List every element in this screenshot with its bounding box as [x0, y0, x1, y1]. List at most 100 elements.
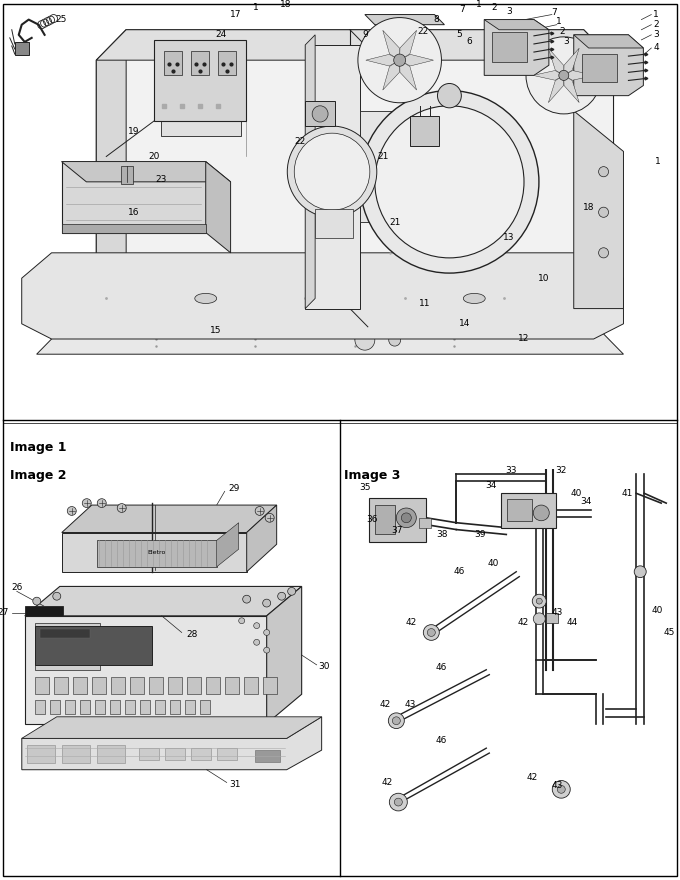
Polygon shape — [62, 532, 247, 572]
Bar — [218, 51, 235, 76]
Circle shape — [264, 629, 270, 635]
Circle shape — [264, 647, 270, 653]
Circle shape — [533, 612, 545, 625]
Bar — [420, 517, 431, 528]
Bar — [375, 505, 395, 534]
Polygon shape — [400, 60, 417, 90]
Bar — [80, 700, 90, 714]
Circle shape — [358, 18, 441, 103]
Circle shape — [526, 37, 602, 114]
Text: 40: 40 — [571, 488, 582, 498]
Bar — [546, 612, 558, 623]
Polygon shape — [574, 35, 643, 96]
Bar — [124, 700, 135, 714]
Text: 36: 36 — [367, 516, 378, 524]
Bar — [111, 677, 124, 694]
Bar — [164, 51, 182, 76]
Text: 21: 21 — [389, 218, 401, 227]
Ellipse shape — [194, 293, 217, 304]
Circle shape — [533, 505, 549, 521]
Circle shape — [424, 625, 439, 641]
Polygon shape — [15, 42, 29, 55]
Bar — [206, 677, 220, 694]
Circle shape — [559, 70, 568, 80]
Bar — [109, 700, 120, 714]
Polygon shape — [22, 253, 624, 339]
Text: 10: 10 — [538, 274, 549, 282]
Text: 15: 15 — [210, 326, 222, 335]
Circle shape — [287, 126, 377, 217]
Text: 25: 25 — [56, 15, 67, 24]
Bar — [492, 32, 527, 62]
Text: 27: 27 — [0, 608, 9, 618]
Text: 43: 43 — [551, 608, 562, 618]
Text: 1: 1 — [653, 10, 659, 19]
Polygon shape — [24, 586, 302, 616]
Text: 46: 46 — [436, 736, 447, 744]
Text: 4: 4 — [653, 43, 659, 53]
Text: 22: 22 — [294, 136, 306, 146]
Circle shape — [288, 588, 296, 595]
Text: 24: 24 — [215, 30, 226, 40]
Text: 11: 11 — [419, 299, 430, 308]
Polygon shape — [533, 70, 564, 80]
Text: 6: 6 — [466, 38, 472, 47]
Bar — [35, 677, 49, 694]
Polygon shape — [564, 48, 579, 76]
Bar — [224, 677, 239, 694]
Polygon shape — [366, 55, 400, 66]
Text: 34: 34 — [581, 496, 592, 506]
Bar — [27, 745, 55, 763]
Circle shape — [355, 330, 375, 350]
Text: Image 2: Image 2 — [10, 469, 66, 482]
Bar — [97, 745, 124, 763]
Text: 23: 23 — [155, 175, 167, 184]
Circle shape — [277, 592, 286, 600]
Circle shape — [255, 507, 264, 516]
Bar — [65, 700, 75, 714]
Polygon shape — [24, 616, 267, 723]
Bar — [168, 677, 182, 694]
Bar — [149, 677, 163, 694]
Polygon shape — [97, 30, 613, 309]
Circle shape — [396, 508, 416, 528]
Text: 35: 35 — [359, 483, 371, 492]
Text: 3: 3 — [506, 7, 512, 16]
Circle shape — [537, 598, 542, 604]
Circle shape — [53, 592, 61, 600]
Text: 40: 40 — [488, 560, 499, 568]
Text: 8: 8 — [434, 15, 439, 24]
Text: 29: 29 — [228, 484, 240, 493]
Bar — [262, 677, 277, 694]
Circle shape — [33, 598, 41, 605]
Bar — [155, 700, 165, 714]
Polygon shape — [400, 55, 433, 66]
Text: 46: 46 — [454, 568, 465, 576]
Polygon shape — [484, 19, 549, 30]
Circle shape — [375, 106, 524, 258]
Circle shape — [265, 513, 274, 522]
Text: 45: 45 — [663, 628, 675, 637]
Polygon shape — [267, 586, 302, 723]
Polygon shape — [22, 717, 322, 738]
Circle shape — [598, 248, 609, 258]
Text: 26: 26 — [12, 583, 23, 592]
Polygon shape — [22, 717, 322, 770]
Polygon shape — [484, 19, 549, 76]
Bar — [187, 677, 201, 694]
Circle shape — [388, 713, 405, 729]
Text: 34: 34 — [486, 481, 497, 490]
Circle shape — [294, 133, 370, 210]
Text: 37: 37 — [391, 526, 403, 535]
Text: 3: 3 — [653, 30, 659, 40]
Circle shape — [598, 207, 609, 217]
Circle shape — [312, 106, 328, 122]
Polygon shape — [383, 30, 400, 60]
Bar — [170, 700, 180, 714]
Polygon shape — [564, 70, 594, 80]
Circle shape — [394, 54, 406, 66]
Polygon shape — [305, 100, 335, 126]
Bar — [217, 748, 237, 760]
Bar — [185, 700, 194, 714]
Text: Image 1: Image 1 — [10, 441, 66, 454]
